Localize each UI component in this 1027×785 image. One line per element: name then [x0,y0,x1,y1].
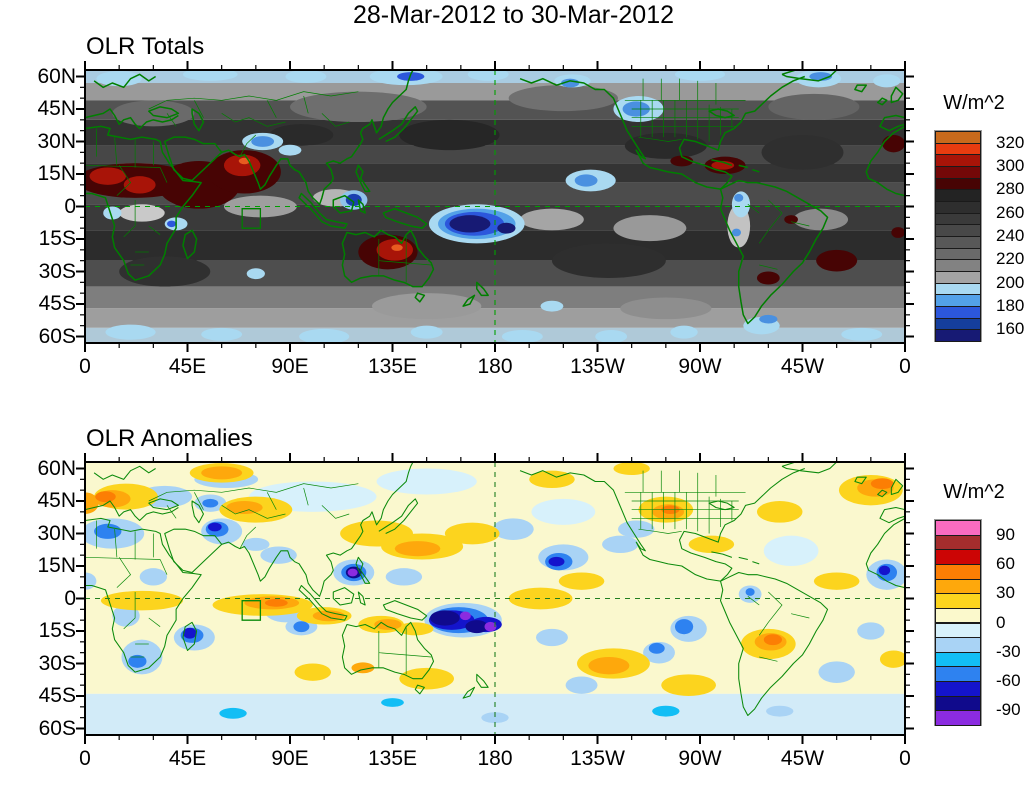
lon-label-135w: 135W [570,747,625,770]
olr-anomalies-map [76,453,914,744]
olr-anomalies-colorbar-box-9 [935,651,981,668]
lon-label-90w: 90W [678,355,722,378]
lat-label-60s: 60S [38,324,76,348]
olr-anomalies-colorbar-box-10 [935,666,981,683]
lat-label-45s: 45S [38,292,76,315]
olr-anomalies-colorbar-box-7 [935,622,981,639]
olr-anomalies-colorbar-label--30: -30 [996,641,1021,661]
lat-label-15s: 15S [38,619,76,642]
lat-label-15n: 15N [37,162,76,185]
olr-totals-map [76,61,914,352]
olr-anomalies-colorbar-box-5 [935,593,981,609]
olr-totals-colorbar-label-280: 280 [996,179,1025,199]
lat-label-60n: 60N [37,64,76,88]
lat-label-15n: 15N [37,554,76,577]
lon-label-left-0: 0 [79,747,91,770]
olr-totals-colorbar-label-320: 320 [996,132,1025,152]
olr-totals-colorbar-label-160: 160 [996,319,1025,339]
lon-label-right-0: 0 [899,355,911,378]
lon-label-45e: 45E [168,747,207,770]
olr-anomalies-colorbar-box-1 [935,534,981,551]
lon-label-90e: 90E [271,355,309,378]
olr-totals-colorbar-box-17 [935,329,981,342]
lon-label-right-0: 0 [899,747,911,770]
olr-anomalies-colorbar-label-90: 90 [996,524,1015,544]
lon-label-45w: 45W [780,747,825,770]
olr-totals-colorbar-label-180: 180 [996,296,1025,315]
olr-anomalies-colorbar-box-11 [935,681,981,697]
olr-anomalies-colorbar-box-12 [935,695,981,712]
lon-label-135e: 135E [367,747,418,770]
lat-label-30n: 30N [37,129,76,153]
olr-totals-colorbar-label-300: 300 [996,156,1025,175]
olr-totals-colorbar-label-260: 260 [996,202,1025,222]
lon-label-45e: 45E [168,355,207,378]
olr-anomalies-colorbar-box-3 [935,563,981,580]
olr-anomalies-colorbar-label-30: 30 [996,583,1015,603]
lat-label-15s: 15S [38,227,76,250]
lat-label-30n: 30N [37,521,76,545]
olr-anomalies-colorbar-box-13 [935,710,981,726]
olr-anomalies-colorbar-label--60: -60 [996,671,1021,691]
lon-label-90w: 90W [678,747,722,770]
olr-totals-colorbar-label-240: 240 [996,226,1025,245]
lon-label-135e: 135E [367,355,418,378]
olr-totals-colorbar-label-200: 200 [996,272,1025,292]
main-title: 28-Mar-2012 to 30-Mar-2012 [353,1,674,29]
olr-anomalies-colorbar-box-2 [935,549,981,565]
lat-label-30s: 30S [38,651,76,675]
lon-label-90e: 90E [271,747,309,770]
colorbar-units-olr-totals: W/m^2 [943,92,1005,114]
olr-anomalies-colorbar-box-6 [935,607,981,624]
olr-totals-colorbar-label-220: 220 [996,249,1025,269]
lat-label-45n: 45N [37,489,76,512]
panel-title-olr-anomalies: OLR Anomalies [86,425,253,452]
lon-label-180: 180 [477,355,513,378]
lat-label-30s: 30S [38,259,76,283]
olr-anomalies-colorbar-box-4 [935,578,981,595]
panel-title-olr-totals: OLR Totals [86,33,205,60]
lat-label-60s: 60S [38,716,76,740]
lat-label-0: 0 [64,586,76,610]
lat-label-0: 0 [64,194,76,218]
olr-anomalies-colorbar-label-60: 60 [996,553,1015,573]
lat-label-45n: 45N [37,97,76,120]
olr-anomalies-colorbar-box-0 [935,520,981,536]
lat-label-60n: 60N [37,456,76,480]
lon-label-45w: 45W [780,355,825,378]
olr-anomalies-colorbar-label--90: -90 [996,700,1021,720]
lon-label-left-0: 0 [79,355,91,378]
lat-label-45s: 45S [38,684,76,707]
olr-anomalies-colorbar-label-0: 0 [996,612,1006,632]
colorbar-units-olr-anomalies: W/m^2 [943,481,1005,503]
lon-label-180: 180 [477,747,513,770]
olr-anomalies-colorbar-box-8 [935,637,981,653]
lon-label-135w: 135W [570,355,625,378]
